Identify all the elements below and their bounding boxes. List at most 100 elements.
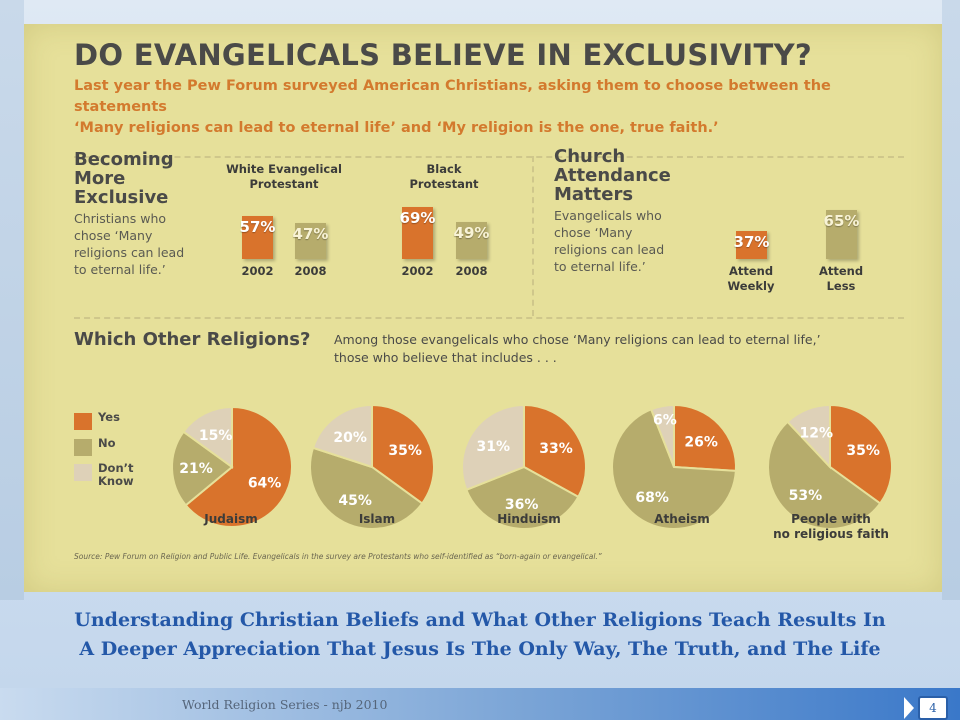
bar-value-label: 69% — [399, 208, 436, 227]
pie-value-label: 21% — [179, 461, 213, 477]
legend-label: Yes — [98, 411, 158, 424]
pie-category-line: no religious faith — [773, 527, 889, 541]
legend-label: No — [98, 437, 158, 450]
year-label: 2002 — [241, 264, 274, 278]
infographic-title: DO EVANGELICALS BELIEVE IN EXCLUSIVITY? — [74, 38, 813, 72]
pie-category-label: People with no religious faith — [751, 512, 911, 542]
attend-label-line: Weekly — [727, 279, 775, 293]
pie-slice-dont-know — [786, 403, 831, 470]
pie-slice-yes — [184, 405, 293, 528]
pie-slice-dont-know — [311, 403, 373, 469]
bar-white-2002: 57% — [239, 215, 276, 259]
bar-value-label: 49% — [453, 223, 490, 242]
side-decoration-left — [0, 0, 24, 600]
bar-value-label: 57% — [239, 217, 276, 236]
divider-bottom — [74, 317, 904, 319]
bar-value-label: 65% — [823, 211, 860, 230]
attendance-description: Evangelicals who chose ‘Many religions c… — [554, 207, 664, 275]
page-number: 4 — [918, 696, 948, 720]
legend-label-line: No — [98, 436, 116, 450]
caption-line-2: A Deeper Appreciation That Jesus Is The … — [79, 638, 881, 660]
pie-category-label: Judaism — [151, 512, 311, 527]
legend-label-line: Don’t — [98, 461, 134, 475]
pie-value-label: 12% — [800, 425, 834, 441]
pies-title: Which Other Religions? — [74, 329, 311, 350]
exclusive-title: Becoming More Exclusive — [74, 150, 174, 207]
attend-less-label: Attend Less — [806, 264, 876, 294]
bar-value-label: 37% — [733, 232, 770, 251]
exclusive-title-line: Becoming — [74, 149, 174, 170]
pie-slice-no — [171, 430, 234, 507]
pie-category-line: Hinduism — [497, 512, 561, 526]
slide-caption: Understanding Christian Beliefs and What… — [0, 606, 960, 664]
bar-white-2008: 47% — [292, 223, 329, 259]
group-label-line: Black — [426, 162, 462, 176]
attendance-desc-line: chose ‘Many — [554, 225, 633, 240]
pie-value-label: 20% — [333, 430, 367, 446]
legend-label: Don’t Know — [98, 462, 158, 488]
attendance-desc-line: religions can lead — [554, 242, 665, 257]
legend-swatch — [74, 413, 92, 430]
group-label-black-protestant: Black Protestant — [389, 162, 499, 192]
attendance-title-line: Attendance — [554, 165, 671, 186]
pie-value-label: 53% — [789, 488, 823, 504]
pie-slice-yes — [523, 403, 587, 499]
exclusive-desc-line: religions can lead — [74, 245, 185, 260]
group-label-line: White Evangelical — [226, 162, 342, 176]
year-label: 2002 — [401, 264, 434, 278]
attend-weekly-label: Attend Weekly — [716, 264, 786, 294]
exclusive-title-line: Exclusive — [74, 187, 169, 208]
pie-category-line: People with — [791, 512, 871, 526]
legend-label-line: Know — [98, 474, 134, 488]
legend-swatch — [74, 439, 92, 456]
exclusive-desc-line: Christians who — [74, 211, 167, 226]
attendance-desc-line: Evangelicals who — [554, 208, 662, 223]
pie-slice-dont-know — [182, 405, 233, 469]
pie-value-label: 31% — [476, 439, 510, 455]
attendance-title: Church Attendance Matters — [554, 147, 671, 204]
bar-attend-less: 65% — [823, 209, 860, 259]
legend-item-yes: Yes — [74, 409, 164, 443]
attendance-desc-line: to eternal life.’ — [554, 259, 646, 274]
pie-category-label: Islam — [297, 512, 457, 527]
intro-line-2: ‘Many religions can lead to eternal life… — [74, 120, 719, 136]
exclusive-description: Christians who chose ‘Many religions can… — [74, 210, 184, 278]
pie-slice-yes — [829, 403, 893, 505]
legend-item-no: No — [74, 435, 164, 469]
pie-slice-dont-know — [461, 403, 525, 492]
attend-label-line: Less — [826, 279, 856, 293]
pie-slice-no — [767, 420, 882, 530]
pie-value-label: 15% — [199, 428, 233, 444]
pie-slice-yes — [673, 403, 737, 472]
pies-desc-line: those who believe that includes . . . — [334, 350, 557, 365]
footer-bar — [0, 688, 960, 720]
bar-value-label: 47% — [292, 225, 329, 244]
attend-label-line: Attend — [818, 264, 864, 278]
legend-swatch — [74, 464, 92, 481]
attend-label-line: Attend — [728, 264, 774, 278]
pie-slice-yes — [371, 403, 435, 505]
pie-value-label: 64% — [248, 475, 282, 491]
pie-value-label: 26% — [684, 435, 718, 451]
exclusive-title-line: More — [74, 168, 126, 189]
divider-middle — [532, 156, 534, 316]
pies-desc-line: Among those evangelicals who chose ‘Many… — [334, 332, 821, 347]
pie-slice-dont-know — [649, 403, 675, 468]
source-note: Source: Pew Forum on Religion and Public… — [74, 552, 602, 561]
group-label-white-evangelical: White Evangelical Protestant — [214, 162, 354, 192]
infographic-image: DO EVANGELICALS BELIEVE IN EXCLUSIVITY? … — [24, 24, 942, 592]
pie-value-label: 36% — [505, 497, 539, 513]
bar-black-2002: 69% — [399, 206, 436, 259]
pie-value-label: 33% — [539, 441, 573, 457]
attendance-title-line: Matters — [554, 184, 634, 205]
page-badge-arrow — [904, 697, 914, 719]
pie-value-label: 45% — [338, 493, 372, 509]
pie-value-label: 68% — [635, 490, 669, 506]
pie-charts: 64% 21% 15% 35% 45% 20% 33% 36% 31% 26% 68% 6% 35% 53… — [171, 403, 893, 531]
intro-line-1: Last year the Pew Forum surveyed America… — [74, 78, 831, 115]
legend-item-dont-know: Don’t Know — [74, 460, 164, 494]
caption-line-1: Understanding Christian Beliefs and What… — [74, 609, 886, 631]
pie-value-label: 35% — [846, 443, 880, 459]
pie-category-line: Judaism — [204, 512, 258, 526]
footer-text: World Religion Series - njb 2010 — [182, 697, 388, 712]
